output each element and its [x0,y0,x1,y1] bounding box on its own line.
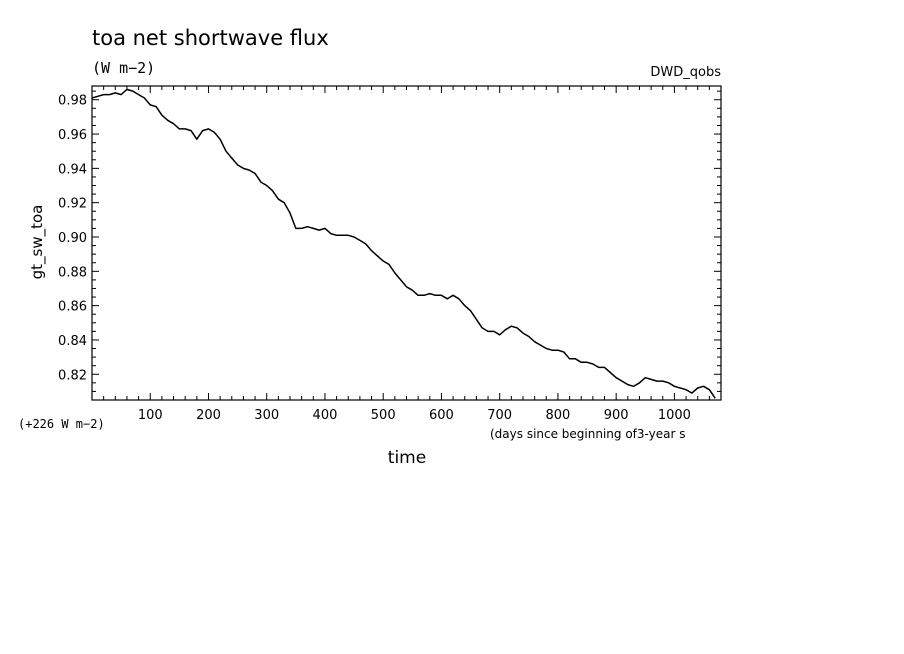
x-axis: 100 200 300 400 500 600 700 800 900 1000 [103,86,710,423]
y-tick-label: 0.94 [58,162,87,177]
x-tick-label: 600 [429,408,454,423]
x-axis-label: time [388,448,426,468]
chart-title: toa net shortwave flux [92,26,329,50]
y-offset-label: (+226 W m−2) [18,417,105,431]
x-tick-label: 500 [371,408,396,423]
x-tick-label: 1000 [658,408,691,423]
units-label: (W m−2) [92,59,155,77]
x-tick-label: 800 [546,408,571,423]
y-tick-label: 0.92 [58,197,87,212]
y-tick-label: 0.96 [58,128,87,143]
plot-frame [91,85,722,401]
x-axis-note: (days since beginning of3-year s [490,427,686,441]
y-tick-label: 0.88 [58,265,87,280]
y-axis-label: gt_sw_toa [28,205,47,280]
y-axis: 0.82 0.84 0.86 0.88 0.90 0.92 0.94 0.96 0.98 [58,90,721,392]
y-tick-label: 0.98 [58,94,87,109]
y-tick-label: 0.90 [58,231,87,246]
y-tick-label: 0.82 [58,368,87,383]
y-tick-label: 0.84 [58,334,87,349]
x-tick-label: 300 [254,408,279,423]
x-tick-label: 900 [604,408,629,423]
x-tick-label: 200 [196,408,221,423]
x-tick-label: 100 [138,408,163,423]
series-line [91,88,716,399]
x-tick-label: 400 [313,408,338,423]
y-tick-label: 0.86 [58,300,87,315]
source-label: DWD_qobs [650,65,721,80]
x-tick-label: 700 [487,408,512,423]
